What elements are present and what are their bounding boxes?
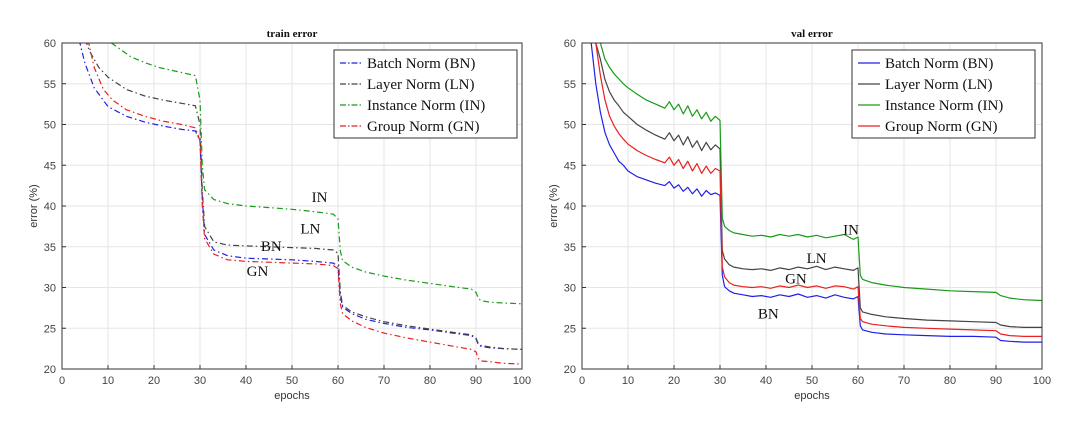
y-tick-label: 35: [44, 242, 56, 254]
x-tick-label: 0: [579, 375, 585, 387]
y-tick-label: 55: [564, 79, 576, 91]
x-axis-label: epochs: [274, 390, 310, 402]
legend-box: [851, 49, 1036, 139]
series-line-ln: [595, 43, 1042, 328]
annotation-in: IN: [843, 223, 859, 239]
y-tick-label: 35: [564, 242, 576, 254]
series-line-in: [599, 43, 1042, 302]
legend-box: [333, 49, 518, 139]
annotation-ln: LN: [300, 222, 320, 238]
chart-title: val error: [791, 28, 833, 40]
x-tick-label: 40: [240, 375, 252, 387]
annotation-gn: GN: [785, 271, 807, 287]
y-tick-label: 55: [44, 79, 56, 91]
y-tick-label: 25: [564, 323, 576, 335]
y-tick-label: 40: [564, 201, 576, 213]
legend-label-bn: Batch Norm (BN): [367, 56, 475, 72]
x-axis-label: epochs: [794, 390, 830, 402]
y-tick-label: 45: [564, 160, 576, 172]
x-tick-label: 10: [622, 375, 634, 387]
x-tick-label: 20: [668, 375, 680, 387]
y-tick-label: 25: [44, 323, 56, 335]
annotation-bn: BN: [261, 239, 282, 255]
legend-label-ln: Layer Norm (LN): [367, 77, 474, 93]
legend-label-gn: Group Norm (GN): [885, 119, 997, 135]
x-tick-label: 100: [1033, 375, 1051, 387]
y-tick-label: 30: [564, 283, 576, 295]
x-tick-label: 90: [470, 375, 482, 387]
x-tick-label: 80: [424, 375, 436, 387]
x-tick-label: 30: [714, 375, 726, 387]
x-tick-label: 100: [513, 375, 531, 387]
x-tick-label: 10: [102, 375, 114, 387]
legend-label-in: Instance Norm (IN): [367, 98, 485, 114]
legend-label-in: Instance Norm (IN): [885, 98, 1003, 114]
y-tick-label: 20: [44, 364, 56, 376]
y-tick-label: 40: [44, 201, 56, 213]
series-line-ln: [85, 43, 522, 350]
x-tick-label: 50: [806, 375, 818, 387]
x-tick-label: 70: [898, 375, 910, 387]
y-tick-label: 45: [44, 160, 56, 172]
x-tick-label: 60: [332, 375, 344, 387]
x-tick-label: 20: [148, 375, 160, 387]
legend-label-bn: Batch Norm (BN): [885, 56, 993, 72]
x-tick-label: 60: [852, 375, 864, 387]
annotation-bn: BN: [758, 306, 779, 322]
series-line-gn: [595, 43, 1042, 337]
series-line-bn: [590, 43, 1042, 343]
x-tick-label: 30: [194, 375, 206, 387]
chart-panel-0: 0 10 20 30 40 50 60 70 80 90 100 20 25 30 35 40 45 50 55 60…: [28, 28, 531, 402]
y-tick-label: 60: [564, 38, 576, 50]
legend-label-gn: Group Norm (GN): [367, 119, 479, 135]
x-tick-label: 0: [59, 375, 65, 387]
annotation-in: IN: [312, 190, 328, 206]
annotation-ln: LN: [807, 251, 827, 267]
y-axis-label: error (%): [548, 184, 560, 227]
y-tick-label: 50: [44, 120, 56, 132]
y-tick-label: 50: [564, 120, 576, 132]
legend-label-ln: Layer Norm (LN): [885, 77, 992, 93]
x-tick-label: 90: [990, 375, 1002, 387]
x-tick-label: 80: [944, 375, 956, 387]
y-axis-label: error (%): [28, 184, 40, 227]
chart-panel-1: 0 10 20 30 40 50 60 70 80 90 100 20 25 30 35 40 45 50 55 60…: [548, 28, 1051, 402]
x-tick-label: 40: [760, 375, 772, 387]
chart-title: train error: [267, 28, 318, 40]
y-tick-label: 60: [44, 38, 56, 50]
y-tick-label: 30: [44, 283, 56, 295]
x-tick-label: 50: [286, 375, 298, 387]
x-tick-label: 70: [378, 375, 390, 387]
annotation-gn: GN: [247, 264, 269, 280]
series-line-bn: [79, 43, 522, 350]
y-tick-label: 20: [564, 364, 576, 376]
